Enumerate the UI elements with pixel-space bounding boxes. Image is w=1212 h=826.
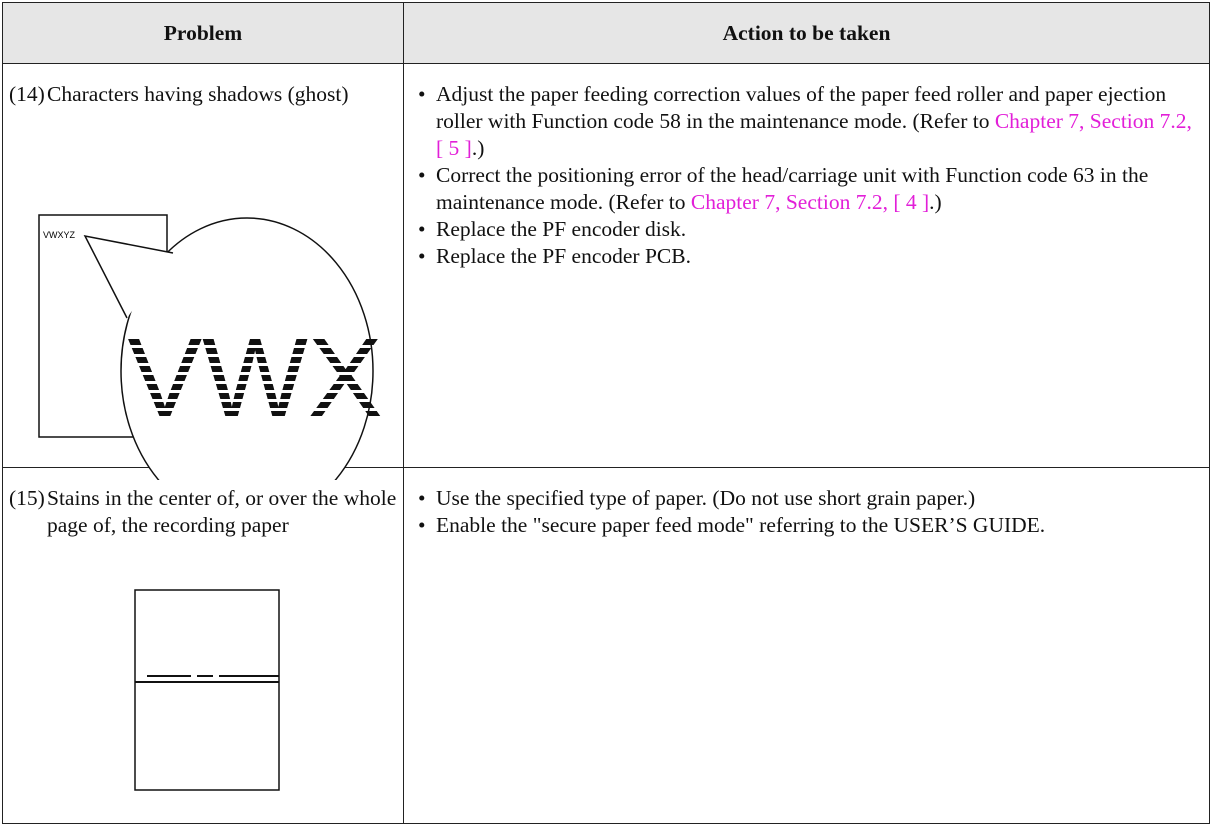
action-item: Use the specified type of paper. (Do not… xyxy=(416,485,1201,512)
action-item: Replace the PF encoder PCB. xyxy=(416,243,1201,270)
bubble xyxy=(120,217,374,480)
header-cell: Action to be taken xyxy=(403,2,1210,64)
action-item: Replace the PF encoder disk. xyxy=(416,216,1201,243)
row: (15) Stains in the center of, or over th… xyxy=(2,467,1210,824)
action-item: Correct the positioning error of the hea… xyxy=(416,162,1201,216)
actions-cell: Use the specified type of paper. (Do not… xyxy=(403,467,1210,824)
action-text: Correct the positioning error of the hea… xyxy=(436,163,1149,214)
action-text: Enable the "secure paper feed mode" refe… xyxy=(436,513,1046,537)
action-text: Adjust the paper feeding correction valu… xyxy=(436,82,1167,133)
problem-cell: (15) Stains in the center of, or over th… xyxy=(2,467,404,824)
action-text: .) xyxy=(929,190,942,214)
small-text: VWXYZ xyxy=(43,230,76,240)
action-list: Adjust the paper feeding correction valu… xyxy=(416,81,1201,270)
problem-text: Stains in the center of, or over the who… xyxy=(47,486,397,537)
header-row: Problem Action to be taken xyxy=(2,2,1210,64)
problem-cell: (14) Characters having shadows (ghost) V… xyxy=(2,63,404,480)
bubble-tail xyxy=(83,234,174,319)
action-text: Replace the PF encoder disk. xyxy=(436,217,687,241)
problem-number: (14) xyxy=(9,82,45,106)
ghost-text: VWX xyxy=(127,315,382,440)
stain-illustration xyxy=(134,589,280,791)
ghost-illustration: VWXYZ VWX xyxy=(38,214,383,480)
paper xyxy=(134,589,280,791)
action-list: Use the specified type of paper. (Do not… xyxy=(416,485,1201,539)
bubble-tail-fill xyxy=(85,236,173,318)
actions-cell: Adjust the paper feeding correction valu… xyxy=(403,63,1210,468)
header-cell: Problem xyxy=(2,2,404,64)
problem-number: (15) xyxy=(9,486,45,510)
action-text: Use the specified type of paper. (Do not… xyxy=(436,486,976,510)
action-text: Replace the PF encoder PCB. xyxy=(436,244,691,268)
action-item: Adjust the paper feeding correction valu… xyxy=(416,81,1201,162)
reference-link: Chapter 7, Section 7.2, [ 4 ] xyxy=(690,190,930,214)
reference-link: Chapter 7, Section 7.2, [ 5 ] xyxy=(436,109,1192,160)
action-item: Enable the "secure paper feed mode" refe… xyxy=(416,512,1201,539)
action-text: .) xyxy=(471,136,485,160)
problem-text: Characters having shadows (ghost) xyxy=(47,82,349,106)
row: (14) Characters having shadows (ghost) V… xyxy=(2,63,1210,480)
